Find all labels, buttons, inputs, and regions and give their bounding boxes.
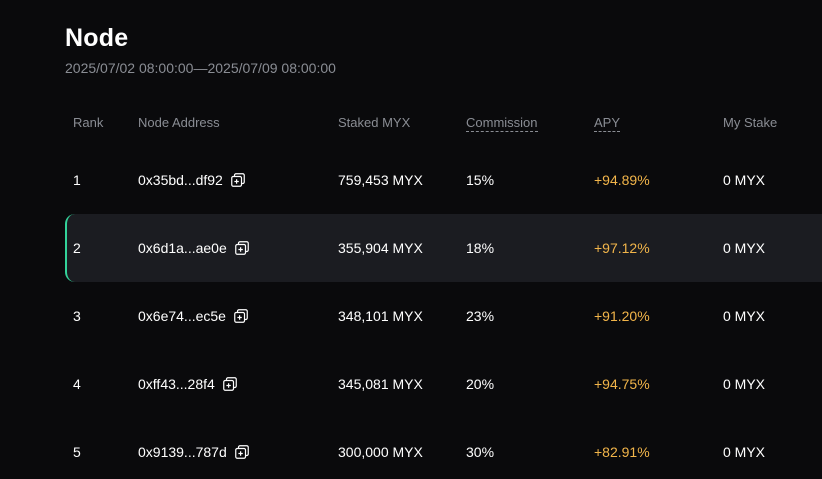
copy-icon[interactable] [234,445,249,459]
staked-cell: 759,453 MYX [338,172,423,188]
commission-cell: 23% [466,308,495,324]
table-row-highlighted[interactable]: 2 0x6d1a...ae0e 355,904 MYX 18% +97.12% … [65,214,822,282]
table-header: Rank Node Address Staked MYX Commission … [65,100,822,146]
column-header-staked: Staked MYX [338,115,411,130]
my-stake-cell: 0 MYX [723,376,766,392]
rank-cell: 1 [73,172,81,188]
node-address: 0xff43...28f4 [138,376,215,392]
column-header-rank: Rank [73,115,104,130]
table-row[interactable]: 4 0xff43...28f4 345,081 MYX 20% +94.75% … [65,350,822,418]
address-cell: 0x6d1a...ae0e [138,240,249,256]
apy-cell: +97.12% [594,240,650,256]
staked-cell: 355,904 MYX [338,240,423,256]
copy-icon[interactable] [222,377,237,391]
column-header-apy[interactable]: APY [594,115,621,132]
apy-cell: +82.91% [594,444,650,460]
rank-cell: 4 [73,376,81,392]
node-address: 0x6d1a...ae0e [138,240,227,256]
table-row[interactable]: 3 0x6e74...ec5e 348,101 MYX 23% +91.20% … [65,282,822,350]
address-cell: 0x6e74...ec5e [138,308,248,324]
date-range: 2025/07/02 08:00:00—2025/07/09 08:00:00 [65,60,336,76]
table-row[interactable]: 1 0x35bd...df92 759,453 MYX 15% +94.89% … [65,146,822,214]
commission-cell: 20% [466,376,495,392]
staked-cell: 300,000 MYX [338,444,423,460]
commission-cell: 18% [466,240,495,256]
apy-cell: +94.89% [594,172,650,188]
staked-cell: 345,081 MYX [338,376,423,392]
apy-cell: +91.20% [594,308,650,324]
staked-cell: 348,101 MYX [338,308,423,324]
my-stake-cell: 0 MYX [723,172,766,188]
column-header-my-stake: My Stake [723,115,778,130]
column-header-commission[interactable]: Commission [466,115,538,132]
rank-cell: 2 [73,240,81,256]
apy-cell: +94.75% [594,376,650,392]
address-cell: 0xff43...28f4 [138,376,237,392]
rank-cell: 3 [73,308,81,324]
page-title: Node [65,24,129,52]
address-cell: 0x9139...787d [138,444,249,460]
node-address: 0x9139...787d [138,444,227,460]
rank-cell: 5 [73,444,81,460]
copy-icon[interactable] [234,309,248,323]
my-stake-cell: 0 MYX [723,240,766,256]
copy-icon[interactable] [231,173,245,187]
node-address: 0x6e74...ec5e [138,308,226,324]
node-table: Rank Node Address Staked MYX Commission … [65,100,822,479]
node-address: 0x35bd...df92 [138,172,223,188]
my-stake-cell: 0 MYX [723,444,766,460]
commission-cell: 30% [466,444,495,460]
commission-cell: 15% [466,172,495,188]
table-row[interactable]: 5 0x9139...787d 300,000 MYX 30% +82.91% … [65,418,822,479]
address-cell: 0x35bd...df92 [138,172,245,188]
my-stake-cell: 0 MYX [723,308,766,324]
copy-icon[interactable] [234,241,249,255]
column-header-address: Node Address [138,115,220,130]
